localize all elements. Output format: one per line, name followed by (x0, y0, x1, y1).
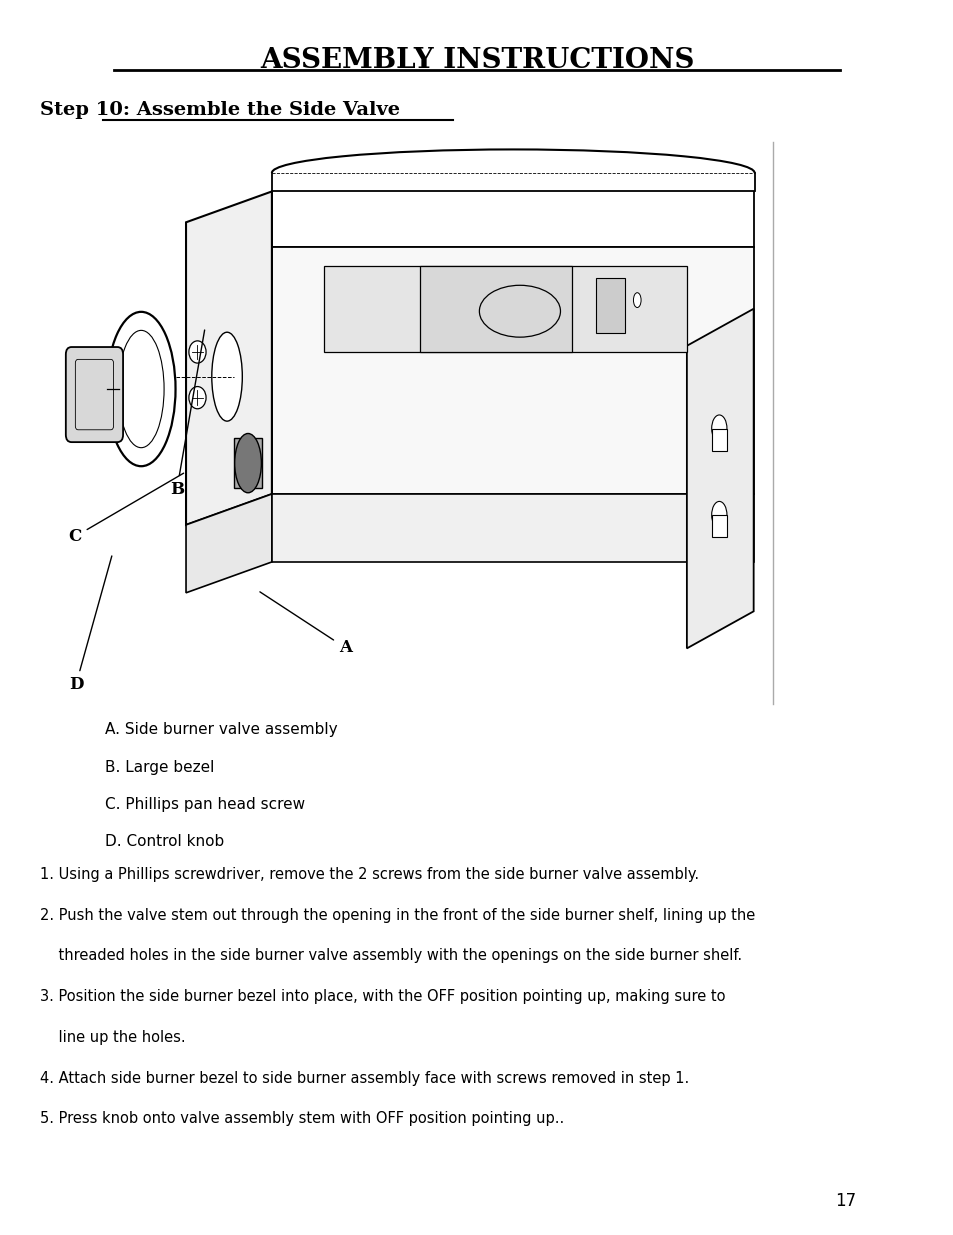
Text: C: C (69, 473, 183, 545)
Text: A: A (259, 592, 352, 656)
Ellipse shape (711, 501, 726, 529)
Text: 2. Push the valve stem out through the opening in the front of the side burner s: 2. Push the valve stem out through the o… (40, 908, 755, 923)
Ellipse shape (107, 312, 175, 467)
Ellipse shape (212, 332, 242, 421)
Text: D. Control knob: D. Control knob (105, 834, 224, 848)
Text: A. Side burner valve assembly: A. Side burner valve assembly (105, 722, 337, 737)
Text: line up the holes.: line up the holes. (40, 1030, 186, 1045)
Text: ASSEMBLY INSTRUCTIONS: ASSEMBLY INSTRUCTIONS (259, 47, 694, 74)
Text: B: B (170, 330, 205, 498)
Text: C. Phillips pan head screw: C. Phillips pan head screw (105, 797, 305, 811)
Ellipse shape (633, 293, 640, 308)
Polygon shape (186, 191, 272, 525)
Polygon shape (233, 438, 262, 488)
Ellipse shape (234, 433, 261, 493)
Polygon shape (711, 429, 726, 451)
Circle shape (189, 387, 206, 409)
Text: 4. Attach side burner bezel to side burner assembly face with screws removed in : 4. Attach side burner bezel to side burn… (40, 1071, 689, 1086)
Text: 3. Position the side burner bezel into place, with the OFF position pointing up,: 3. Position the side burner bezel into p… (40, 989, 725, 1004)
Polygon shape (596, 278, 624, 333)
Polygon shape (186, 494, 272, 593)
Ellipse shape (711, 415, 726, 442)
Polygon shape (419, 266, 572, 352)
Text: 17: 17 (834, 1192, 855, 1210)
Text: D: D (69, 556, 112, 693)
Polygon shape (324, 266, 686, 352)
Polygon shape (272, 494, 753, 562)
Text: B. Large bezel: B. Large bezel (105, 760, 214, 774)
Polygon shape (711, 515, 726, 537)
FancyBboxPatch shape (66, 347, 123, 442)
Text: Step 10: Assemble the Side Valve: Step 10: Assemble the Side Valve (40, 101, 399, 120)
Text: 5. Press knob onto valve assembly stem with OFF position pointing up..: 5. Press knob onto valve assembly stem w… (40, 1112, 564, 1126)
Circle shape (189, 341, 206, 363)
Text: 1. Using a Phillips screwdriver, remove the 2 screws from the side burner valve : 1. Using a Phillips screwdriver, remove … (40, 867, 699, 882)
Polygon shape (272, 247, 753, 494)
Polygon shape (686, 309, 753, 648)
Text: threaded holes in the side burner valve assembly with the openings on the side b: threaded holes in the side burner valve … (40, 948, 741, 963)
